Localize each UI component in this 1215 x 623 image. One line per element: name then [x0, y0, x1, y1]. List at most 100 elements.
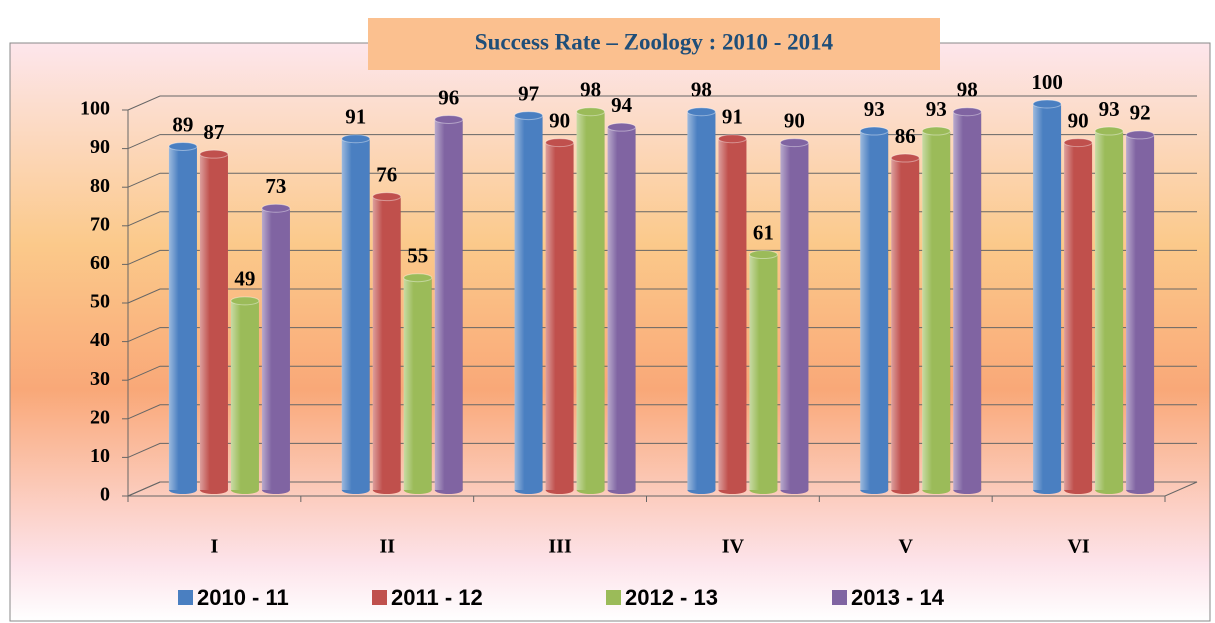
- data-label: 92: [1130, 101, 1151, 125]
- bar-top: [921, 126, 951, 136]
- bar-tint: [607, 127, 636, 490]
- legend-swatch: [178, 590, 193, 605]
- bar-tint: [230, 300, 259, 490]
- bar-tint: [1033, 104, 1062, 490]
- bar-tint: [434, 119, 463, 490]
- data-label: 91: [345, 105, 366, 129]
- bar-top: [403, 273, 433, 283]
- grid-line: [127, 442, 1197, 458]
- bar-tint: [1064, 142, 1093, 490]
- x-tick-label: I: [211, 536, 219, 558]
- bar-top: [199, 149, 229, 159]
- bar-top: [1125, 130, 1155, 140]
- chart-title: Success Rate – Zoology : 2010 - 2014: [475, 29, 834, 54]
- grid-line: [127, 327, 1197, 343]
- y-tick-label: 40: [90, 329, 110, 351]
- data-label: 93: [864, 97, 885, 121]
- grid-line: [127, 365, 1197, 381]
- legend-label: 2013 - 14: [851, 585, 945, 610]
- y-tick-label: 30: [90, 368, 110, 390]
- data-label: 86: [895, 124, 916, 148]
- data-label: 73: [265, 174, 286, 198]
- bar-tint: [199, 154, 228, 490]
- data-label: 89: [172, 112, 193, 136]
- bar-top: [1032, 99, 1062, 109]
- bar-top: [576, 107, 606, 117]
- bar-top: [230, 296, 260, 306]
- data-label: 61: [753, 220, 774, 244]
- bar-top: [607, 122, 637, 132]
- grid-line: [127, 249, 1197, 265]
- data-label: 93: [926, 97, 947, 121]
- data-label: 87: [203, 120, 224, 144]
- data-label: 93: [1099, 97, 1120, 121]
- bar-tint: [168, 146, 197, 490]
- grid-line: [127, 172, 1197, 188]
- y-tick-label: 0: [100, 484, 110, 506]
- bar-top: [545, 138, 575, 148]
- bar-top: [341, 134, 371, 144]
- bar-top: [890, 153, 920, 163]
- data-label: 98: [691, 78, 712, 102]
- grid-line: [127, 134, 1197, 150]
- bar-top: [859, 126, 889, 136]
- grid-line: [127, 211, 1197, 227]
- bar-tint: [261, 208, 290, 490]
- bar-top: [717, 134, 747, 144]
- bar-top: [168, 141, 198, 151]
- bar-top: [261, 203, 291, 213]
- x-tick-label: II: [379, 536, 395, 558]
- bar-top: [779, 138, 809, 148]
- y-tick-label: 90: [90, 136, 110, 158]
- bar-tint: [545, 142, 574, 490]
- bar-top: [1063, 138, 1093, 148]
- bar-tint: [341, 138, 370, 491]
- bar-top: [748, 250, 778, 260]
- bar-top: [686, 107, 716, 117]
- data-label: 90: [784, 108, 805, 132]
- data-label: 76: [376, 162, 397, 186]
- bar-tint: [1095, 131, 1124, 490]
- data-label: 97: [518, 81, 539, 105]
- y-tick-label: 10: [90, 445, 110, 467]
- grid-line: [127, 95, 1197, 111]
- legend-swatch: [372, 590, 387, 605]
- data-label: 90: [1068, 108, 1089, 132]
- y-tick-label: 20: [90, 406, 110, 428]
- y-tick-label: 70: [90, 213, 110, 235]
- data-label: 90: [549, 108, 570, 132]
- data-label: 98: [580, 78, 601, 102]
- bar-tint: [953, 111, 982, 490]
- legend-label: 2011 - 12: [391, 585, 483, 610]
- legend-label: 2012 - 13: [625, 585, 718, 610]
- bar-tint: [514, 115, 543, 490]
- bar-tint: [372, 196, 401, 490]
- title-box: [368, 18, 940, 70]
- bar-tint: [860, 131, 889, 490]
- data-label: 98: [957, 78, 978, 102]
- bar-top: [1094, 126, 1124, 136]
- x-tick-label: IV: [722, 536, 745, 558]
- grid-line: [127, 288, 1197, 304]
- bar-top: [372, 192, 402, 202]
- bar-top: [514, 111, 544, 121]
- data-label: 96: [438, 85, 459, 109]
- bar-tint: [891, 158, 920, 491]
- bar-tint: [576, 111, 605, 490]
- legend-swatch: [832, 590, 847, 605]
- data-label: 49: [234, 267, 255, 291]
- data-label: 100: [1031, 70, 1063, 94]
- bar-tint: [687, 111, 716, 490]
- y-tick-label: 100: [80, 98, 110, 120]
- x-tick-label: VI: [1067, 536, 1089, 558]
- bar-tint: [780, 142, 809, 490]
- bar-tint: [718, 138, 747, 491]
- legend-label: 2010 - 11: [197, 585, 289, 610]
- x-tick-label: III: [548, 536, 572, 558]
- data-label: 91: [722, 105, 743, 129]
- data-label: 55: [407, 244, 428, 268]
- bar-top: [952, 107, 982, 117]
- bar-top: [434, 114, 464, 124]
- bar-tint: [922, 131, 951, 490]
